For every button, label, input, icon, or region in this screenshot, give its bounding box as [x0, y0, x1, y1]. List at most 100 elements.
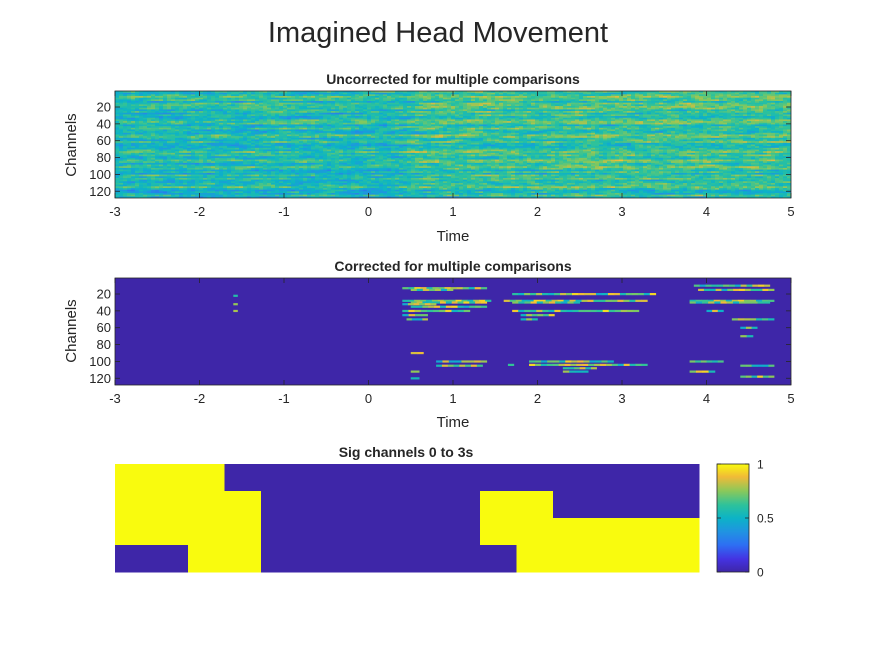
heatmap-cell — [251, 106, 256, 109]
heatmap-cell — [123, 154, 128, 157]
heatmap-cell — [115, 177, 120, 181]
heatmap-cell — [195, 96, 200, 99]
heatmap-cell — [175, 179, 180, 182]
heatmap-cell — [151, 156, 156, 159]
heatmap-cell — [163, 119, 168, 122]
heatmap-cell — [267, 159, 272, 162]
heatmap-cell — [219, 136, 224, 139]
heatmap-cell — [275, 116, 280, 119]
heatmap-cell — [251, 162, 256, 166]
heatmap-cell — [259, 191, 264, 194]
heatmap-cell — [283, 102, 288, 105]
heatmap-cell — [179, 146, 184, 149]
heatmap-cell — [263, 116, 268, 119]
heatmap-cell — [203, 126, 208, 129]
heatmap-cell — [119, 171, 124, 174]
heatmap-cell — [211, 129, 216, 132]
heatmap-cell — [183, 194, 188, 197]
heatmap-cell — [231, 102, 236, 105]
heatmap-cell — [271, 161, 276, 164]
heatmap-cell — [203, 92, 208, 95]
heatmap-cell — [151, 104, 156, 107]
heatmap-cell — [167, 147, 172, 151]
heatmap-cell — [239, 126, 244, 129]
heatmap-cell — [187, 196, 192, 198]
heatmap-cell — [135, 137, 140, 141]
heatmap-cell — [151, 109, 156, 112]
heatmap-cell — [195, 174, 200, 177]
heatmap-cell — [155, 139, 160, 142]
heatmap-cell — [159, 131, 164, 134]
heatmap-cell — [243, 107, 248, 110]
heatmap-cell — [123, 189, 128, 192]
heatmap-cell — [203, 132, 208, 136]
heatmap-cell — [159, 106, 164, 109]
heatmap-cell — [247, 96, 252, 99]
heatmap-cell — [279, 131, 284, 134]
heatmap-cell — [275, 186, 280, 189]
heatmap-cell — [211, 177, 216, 181]
heatmap-cell — [187, 117, 192, 121]
heatmap-cell — [215, 124, 220, 127]
heatmap-cell — [151, 169, 156, 172]
heatmap-cell — [235, 127, 240, 131]
heatmap-cell — [151, 186, 156, 189]
heatmap-cell — [119, 164, 124, 167]
heatmap-cell — [163, 146, 168, 149]
heatmap-cell — [171, 149, 176, 152]
heatmap-cell — [159, 136, 164, 139]
heatmap-cell — [271, 122, 276, 126]
heatmap-cell — [207, 92, 212, 95]
heatmap-cell — [223, 184, 228, 187]
heatmap-cell — [119, 151, 124, 154]
heatmap-cell — [255, 152, 260, 156]
heatmap-cell — [279, 137, 284, 141]
heatmap-cell — [243, 164, 248, 167]
heatmap-cell — [187, 92, 192, 95]
heatmap-cell — [227, 192, 232, 196]
heatmap-cell — [151, 107, 156, 110]
heatmap-cell — [223, 102, 228, 105]
heatmap-cell — [223, 166, 228, 169]
heatmap-cell — [159, 182, 164, 186]
heatmap-cell — [275, 102, 280, 105]
heatmap-cell — [243, 171, 248, 174]
heatmap-cell — [171, 114, 176, 117]
heatmap-cell — [199, 116, 204, 119]
heatmap-cell — [267, 102, 272, 105]
heatmap-cell — [151, 114, 156, 117]
heatmap-cell — [203, 102, 208, 105]
heatmap-cell — [207, 191, 212, 194]
heatmap-cell — [115, 169, 120, 172]
heatmap-cell — [243, 124, 248, 127]
heatmap-cell — [251, 147, 256, 151]
heatmap-cell — [255, 192, 260, 196]
heatmap-cell — [239, 194, 244, 197]
heatmap-cell — [159, 161, 164, 164]
heatmap-cell — [147, 151, 152, 154]
heatmap-cell — [147, 162, 152, 166]
heatmap-cell — [167, 167, 172, 171]
heatmap-cell — [175, 191, 180, 194]
heatmap-cell — [203, 134, 208, 137]
heatmap-cell — [219, 171, 224, 174]
heatmap-cell — [147, 169, 152, 172]
heatmap-cell — [219, 137, 224, 141]
heatmap-cell — [203, 136, 208, 139]
heatmap-cell — [219, 174, 224, 177]
heatmap-cell — [155, 136, 160, 139]
heatmap-cell — [199, 176, 204, 179]
heatmap-cell — [115, 99, 120, 102]
heatmap-cell — [271, 117, 276, 121]
heatmap-cell — [167, 169, 172, 172]
heatmap-cell — [251, 159, 256, 162]
heatmap-cell — [259, 134, 264, 137]
heatmap-cell — [191, 181, 196, 184]
heatmap-cell — [227, 114, 232, 117]
heatmap-cell — [283, 147, 288, 151]
heatmap-cell — [247, 132, 252, 136]
heatmap-cell — [255, 97, 260, 100]
heatmap-cell — [239, 109, 244, 112]
heatmap-cell — [135, 121, 140, 124]
heatmap-cell — [183, 177, 188, 181]
